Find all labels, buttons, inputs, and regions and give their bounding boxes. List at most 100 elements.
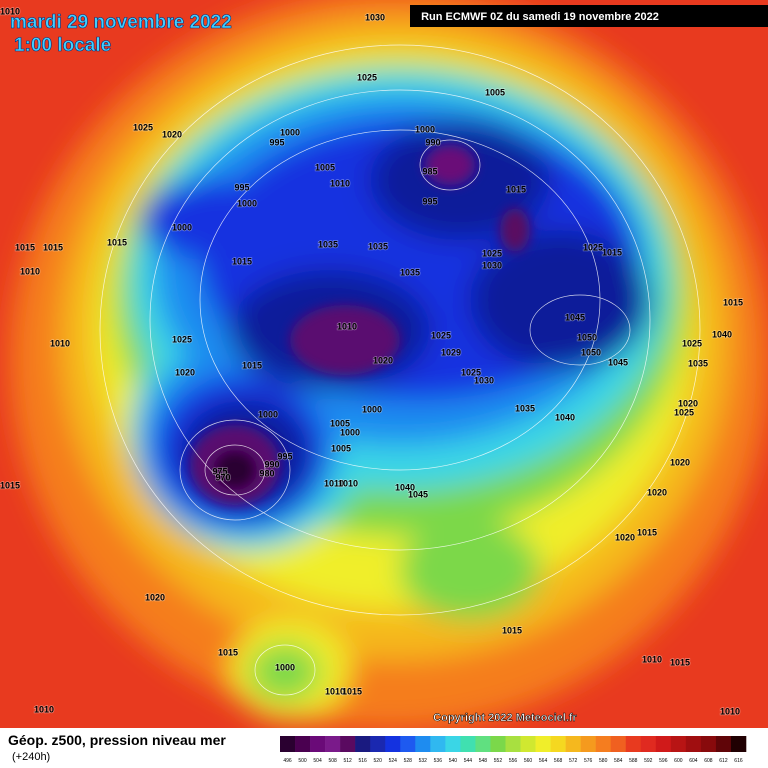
colorbar-swatch (655, 736, 672, 752)
isobar-label: 1035 (515, 403, 535, 413)
isobar-label: 1015 (232, 256, 252, 266)
isobar-label: 1010 (34, 704, 54, 714)
colorbar-swatch (505, 736, 521, 752)
colorbar-swatch (475, 736, 491, 752)
colorbar-swatch (610, 736, 627, 752)
isobar-label: 1020 (175, 367, 195, 377)
isobar-label: 1015 (218, 647, 238, 657)
isobar-label: 1015 (502, 625, 522, 635)
isobar-label: 1029 (441, 347, 461, 357)
isobar-label: 1050 (577, 332, 597, 342)
isobar-label: 1045 (608, 357, 628, 367)
colorbar-swatch (385, 736, 401, 752)
isobar-label: 1030 (365, 12, 385, 22)
colorbar-swatch (430, 736, 446, 752)
colorbar-label: 508 (328, 758, 337, 764)
colorbar-swatch (535, 736, 551, 752)
colorbar-label: 520 (374, 758, 383, 764)
isobar-label: 1015 (242, 360, 262, 370)
isobar-label: 1000 (362, 404, 382, 414)
isobar-label: 1015 (107, 237, 127, 247)
isobar-label: 990 (425, 137, 440, 147)
isobar-label: 1045 (565, 312, 585, 322)
colorbar-label: 616 (734, 758, 743, 764)
colorbar-label: 604 (689, 758, 698, 764)
geopotential-field (0, 0, 768, 730)
isobar-label: 1010 (50, 338, 70, 348)
isobar-label: 1030 (474, 375, 494, 385)
isobar-label: 1015 (602, 247, 622, 257)
colorbar-label: 576 (584, 758, 593, 764)
isobar-label: 1035 (368, 241, 388, 251)
isobar-label: 1015 (637, 527, 657, 537)
isobar-label: 1025 (482, 248, 502, 258)
isobar-label: 1000 (172, 222, 192, 232)
colorbar-label: 504 (313, 758, 322, 764)
isobar-label: 1015 (506, 184, 526, 194)
isobar-label: 1000 (275, 662, 295, 672)
isobar-label: 1040 (555, 412, 575, 422)
isobar-label: 1015 (15, 242, 35, 252)
colorbar-label: 592 (644, 758, 653, 764)
colorbar-swatch (370, 736, 386, 752)
colorbar-label: 516 (359, 758, 368, 764)
colorbar-label: 544 (464, 758, 473, 764)
isobar-label: 1040 (395, 482, 415, 492)
isobar-label: 1010 (337, 321, 357, 331)
isobar-label: 1000 (415, 124, 435, 134)
colorbar-swatch (400, 736, 416, 752)
colorbar-label: 496 (283, 758, 292, 764)
isobar-label: 1000 (340, 427, 360, 437)
colorbar-swatch (715, 736, 732, 752)
isobar-label: 1050 (581, 347, 601, 357)
isobar-label: 1010 (338, 478, 358, 488)
isobar-label: 1020 (162, 129, 182, 139)
isobar-label: 995 (277, 451, 292, 461)
isobar-label: 1025 (583, 242, 603, 252)
colorbar-label: 588 (629, 758, 638, 764)
colorbar-swatch (280, 736, 296, 752)
isobar-label: 1045 (408, 489, 428, 499)
isobar-label: 1020 (678, 398, 698, 408)
isobar-label: 995 (422, 196, 437, 206)
colorbar-label: 512 (343, 758, 352, 764)
isobar-label: 1010 (325, 686, 345, 696)
isobar-label: 975 (212, 466, 227, 476)
isobar-label: 1010 (20, 266, 40, 276)
isobar-label: 1005 (331, 443, 351, 453)
colorbar-swatch (550, 736, 566, 752)
colorbar-swatch (625, 736, 642, 752)
colorbar-label: 532 (419, 758, 428, 764)
colorbar-label: 556 (509, 758, 518, 764)
isobar-label: 980 (259, 468, 274, 478)
isobar-label: 970 (215, 472, 230, 482)
colorbar-swatch (295, 736, 311, 752)
colorbar-swatch (580, 736, 596, 752)
isobar-label: 1035 (400, 267, 420, 277)
copyright: Copyright 2022 Meteociel.fr (433, 712, 577, 724)
colorbar-swatch (415, 736, 431, 752)
isobar-label: 1010 (642, 654, 662, 664)
isobar-label: 1005 (485, 87, 505, 97)
isobar-label: 1000 (237, 198, 257, 208)
isobar-label: 1000 (280, 127, 300, 137)
colorbar-label: 572 (569, 758, 578, 764)
colorbar-label: 500 (298, 758, 307, 764)
colorbar-swatch (340, 736, 356, 752)
colorbar-swatch (685, 736, 702, 752)
colorbar-label: 600 (674, 758, 683, 764)
colorbar-swatch (520, 736, 536, 752)
colorbar-label: 612 (719, 758, 728, 764)
colorbar-swatch (355, 736, 371, 752)
run-box (410, 5, 768, 27)
colorbar-swatch (595, 736, 612, 752)
colorbar-swatch (730, 736, 747, 752)
run-info: Run ECMWF 0Z du samedi 19 novembre 2022 (421, 11, 659, 23)
isobar-label: 1010 (330, 178, 350, 188)
colorbar-swatch (445, 736, 461, 752)
isobar-label: 985 (422, 166, 437, 176)
colorbar-label: 552 (494, 758, 503, 764)
isobar-label: 1015 (0, 480, 20, 490)
isobar-labels: 1010 1030 1025 1005 1025 1020 1000 995 1000 990 98… (0, 6, 744, 718)
